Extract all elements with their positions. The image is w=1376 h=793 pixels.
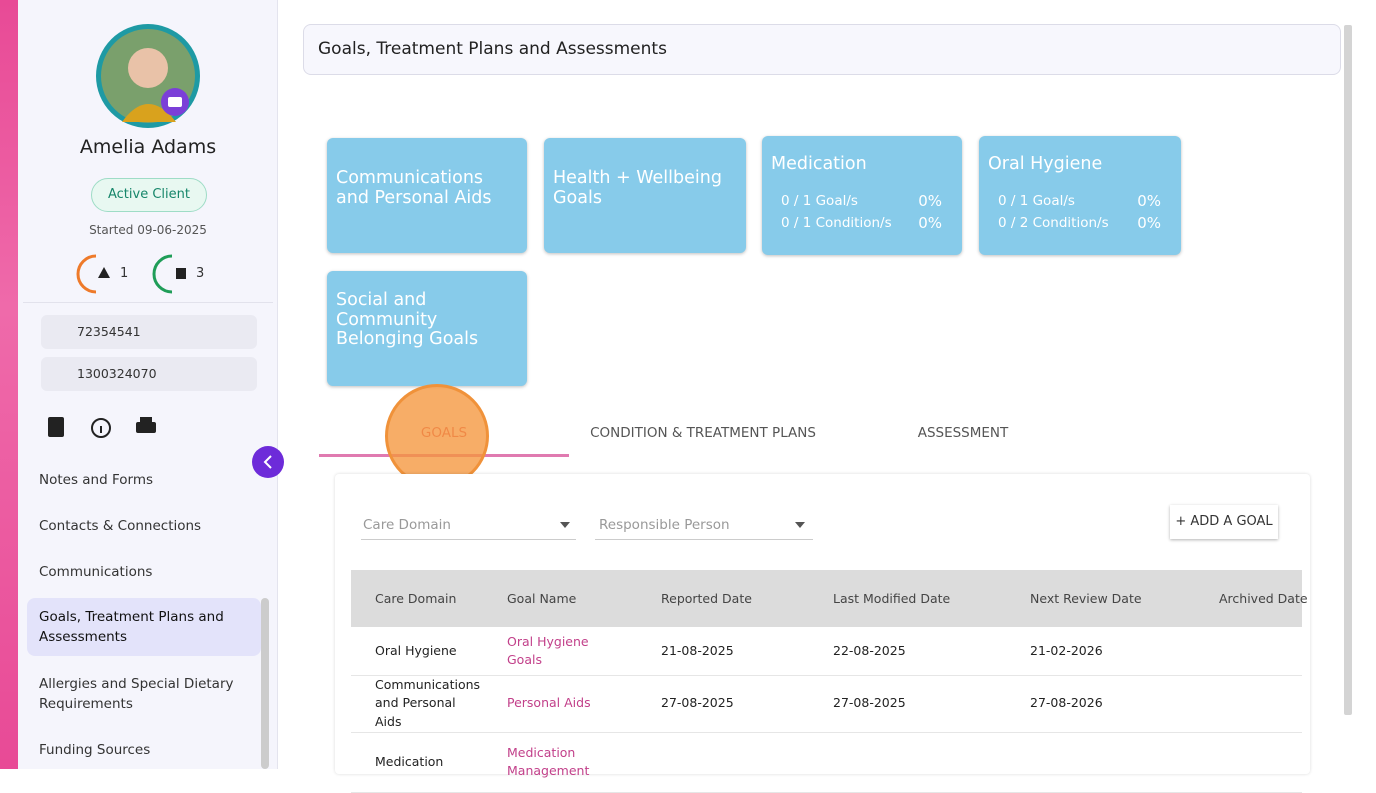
filter-select[interactable]: Care Domain: [361, 515, 576, 540]
cell: Communications and Personal Aids: [375, 676, 481, 729]
tab[interactable]: ASSESSMENT: [917, 425, 1009, 441]
goal-link[interactable]: Oral Hygiene Goals: [507, 633, 589, 668]
card-stat: 0 / 1 Condition/s: [781, 215, 892, 231]
mobile-number: 1300324070: [77, 366, 157, 381]
nav-item[interactable]: Funding Sources: [39, 742, 151, 758]
page-header: Goals, Treatment Plans and Assessments: [303, 24, 1341, 75]
column-header: Next Review Date: [1030, 591, 1142, 606]
tab[interactable]: CONDITION & TREATMENT PLANS: [590, 425, 816, 441]
card[interactable]: Health + Wellbeing Goals: [544, 138, 746, 253]
column-header: Last Modified Date: [833, 591, 951, 606]
dropdown-arrow: [560, 522, 570, 528]
cell: 27-08-2026: [1030, 695, 1103, 711]
cell: Medication: [375, 753, 444, 769]
scrollbar: [261, 598, 269, 769]
sidebar: Amelia Adams Active Client Started 09-06…: [18, 0, 278, 769]
nav-item[interactable]: Allergies and Special Dietary Requiremen…: [39, 676, 234, 712]
card-percent: 0%: [918, 214, 942, 232]
mobile: 1300324070: [41, 357, 257, 391]
card-percent: 0%: [918, 192, 942, 210]
filter-select[interactable]: Responsible Person: [595, 515, 813, 540]
card-percent: 0%: [1137, 192, 1161, 210]
nav-item[interactable]: Notes and Forms: [39, 472, 154, 488]
side-strip: [0, 0, 18, 769]
card[interactable]: Social and Community Belonging Goals: [327, 271, 527, 386]
phone-number: 72354541: [77, 324, 141, 339]
dropdown-arrow: [795, 522, 805, 528]
divider: [23, 302, 273, 303]
nav-item-active[interactable]: Goals, Treatment Plans and Assessments: [27, 598, 261, 656]
card-percent: 0%: [1137, 214, 1161, 232]
card[interactable]: Medication 0 / 1 Goal/s 0% 0 / 1 Conditio…: [762, 136, 962, 255]
client-name: Amelia Adams: [79, 136, 217, 158]
goal-link[interactable]: Medication Management: [507, 744, 590, 779]
start-date: Started 09-06-2025: [89, 223, 207, 237]
goal-link[interactable]: Personal Aids: [507, 695, 591, 711]
action-icons[interactable]: [46, 414, 166, 442]
card-title: Oral Hygiene: [988, 154, 1103, 174]
avatar[interactable]: [94, 22, 204, 132]
document-count: 3: [196, 266, 205, 281]
alert-count: 1: [120, 266, 129, 281]
phone: 72354541: [41, 315, 257, 349]
card[interactable]: Communications and Personal Aids: [327, 138, 527, 253]
nav-item[interactable]: Communications: [39, 564, 153, 580]
indicators: [76, 254, 186, 294]
column-header: Reported Date: [661, 591, 752, 606]
card-title: Medication: [771, 154, 867, 174]
cell: 27-08-2025: [661, 695, 734, 711]
page-scrollbar: [1344, 25, 1352, 715]
header-title: Goals, Treatment Plans and Assessments: [318, 39, 667, 59]
column-header: Goal Name: [507, 591, 577, 606]
column-header: Archived Date: [1219, 591, 1308, 606]
nav-item[interactable]: Contacts & Connections: [39, 518, 202, 534]
row-divider: [351, 675, 1302, 676]
cell: 21-08-2025: [661, 642, 734, 658]
card-stat: 0 / 1 Goal/s: [998, 193, 1075, 209]
card[interactable]: Oral Hygiene 0 / 1 Goal/s 0% 0 / 2 Condit…: [979, 136, 1181, 255]
card-title: Communications and Personal Aids: [336, 168, 492, 208]
card-stat: 0 / 1 Goal/s: [781, 193, 858, 209]
card-title: Social and Community Belonging Goals: [336, 290, 479, 349]
cell: 21-02-2026: [1030, 642, 1103, 658]
click-highlight: [385, 384, 489, 488]
cell: 27-08-2025: [833, 695, 906, 711]
filter-label: Care Domain: [363, 517, 451, 533]
status-badge: Active Client: [91, 178, 207, 212]
row-divider: [351, 732, 1302, 733]
card-title: Health + Wellbeing Goals: [553, 168, 722, 208]
cell: Oral Hygiene: [375, 642, 457, 658]
collapse-button[interactable]: [252, 446, 286, 480]
column-header: Care Domain: [375, 591, 457, 606]
add-goal-button[interactable]: + ADD A GOAL: [1170, 505, 1278, 539]
table-header: [351, 570, 1302, 627]
card-stat: 0 / 2 Condition/s: [998, 215, 1109, 231]
cell: 22-08-2025: [833, 642, 906, 658]
filter-label: Responsible Person: [599, 517, 730, 533]
